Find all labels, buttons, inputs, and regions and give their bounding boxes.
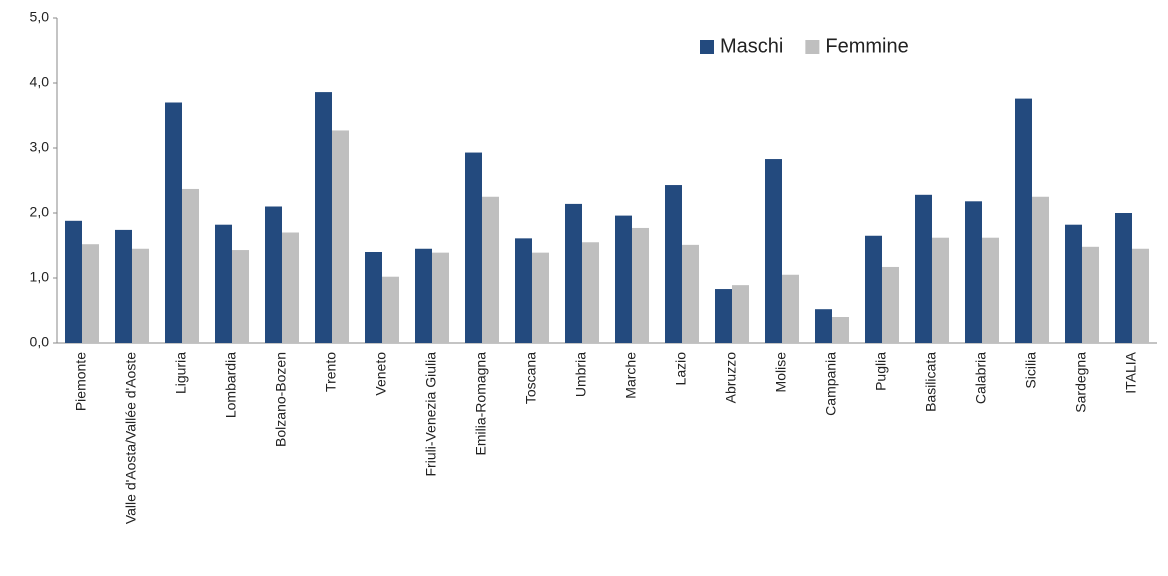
x-tick-label: Liguria (173, 352, 189, 394)
bar (282, 232, 299, 343)
y-tick-label: 5,0 (30, 9, 50, 25)
x-tick-label: Marche (623, 352, 639, 399)
bar (665, 185, 682, 343)
bar (515, 238, 532, 343)
bar (532, 252, 549, 343)
x-tick-label: Sicilia (1023, 352, 1039, 389)
x-tick-label: Lazio (673, 352, 689, 386)
bar (782, 274, 799, 343)
bar (182, 188, 199, 343)
legend-swatch (700, 40, 714, 54)
bar (715, 289, 732, 343)
bar (632, 227, 649, 343)
bar (1032, 196, 1049, 343)
bar (415, 248, 432, 343)
bar (582, 242, 599, 343)
x-tick-label: Toscana (523, 352, 539, 404)
x-tick-label: Piemonte (73, 352, 89, 411)
bar (882, 266, 899, 343)
bar (315, 92, 332, 343)
x-tick-label: Basilicata (923, 352, 939, 412)
x-tick-label: Molise (773, 352, 789, 393)
bar (865, 235, 882, 343)
bar (132, 248, 149, 343)
bar (65, 220, 82, 343)
bar (232, 250, 249, 343)
y-tick-label: 2,0 (30, 204, 50, 220)
legend-label: Maschi (720, 35, 783, 57)
bar (982, 237, 999, 343)
bar (1115, 213, 1132, 343)
x-tick-label: Sardegna (1073, 352, 1089, 413)
bar (165, 102, 182, 343)
bar (432, 252, 449, 343)
bar (832, 317, 849, 343)
bar (215, 224, 232, 343)
bar (332, 130, 349, 343)
x-tick-label: Abruzzo (723, 352, 739, 404)
bar (465, 152, 482, 343)
legend-label: Femmine (825, 35, 908, 57)
x-tick-label: Trento (323, 352, 339, 392)
x-tick-label: Umbria (573, 352, 589, 397)
bar (1132, 248, 1149, 343)
y-tick-label: 0,0 (30, 334, 50, 350)
bar (115, 229, 132, 343)
bar (1015, 98, 1032, 343)
x-tick-label: Calabria (973, 352, 989, 404)
y-tick-label: 1,0 (30, 269, 50, 285)
bar (82, 244, 99, 343)
bar (1065, 224, 1082, 343)
bar (382, 276, 399, 343)
bar (765, 159, 782, 343)
bar (932, 237, 949, 343)
bar (265, 206, 282, 343)
bar (965, 201, 982, 343)
bar (682, 244, 699, 343)
x-tick-label: Friuli-Venezia Giulia (423, 352, 439, 477)
bar (915, 194, 932, 343)
x-tick-label: Bolzano-Bozen (273, 352, 289, 447)
y-tick-label: 3,0 (30, 139, 50, 155)
bar (365, 252, 382, 343)
x-tick-label: ITALIA (1123, 351, 1139, 393)
bar (482, 196, 499, 343)
bar (815, 309, 832, 343)
x-tick-label: Puglia (873, 352, 889, 391)
x-tick-label: Campania (823, 352, 839, 416)
bar (615, 215, 632, 343)
bar (732, 285, 749, 343)
x-tick-label: Emilia-Romagna (473, 352, 489, 456)
legend-swatch (805, 40, 820, 54)
x-tick-label: Lombardia (223, 352, 239, 418)
bar (1082, 246, 1099, 343)
y-tick-label: 4,0 (30, 74, 50, 90)
x-tick-label: Veneto (373, 352, 389, 396)
x-tick-label: Valle d'Aosta/Vallée d'Aoste (123, 352, 139, 524)
bar (565, 203, 582, 343)
